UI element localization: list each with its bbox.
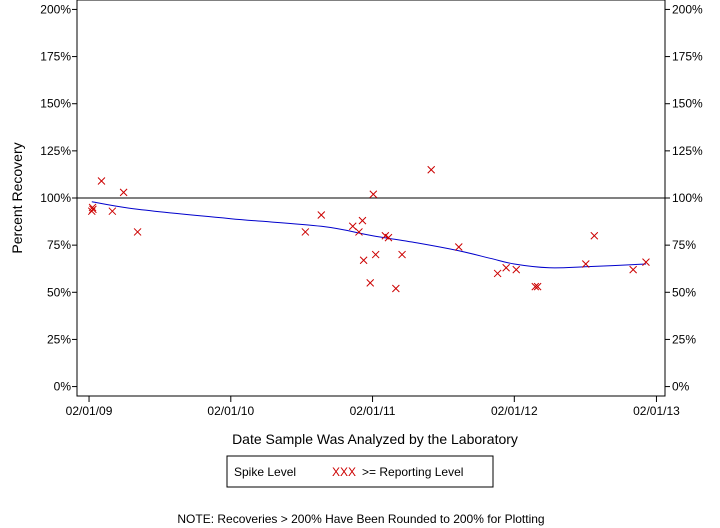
data-point (355, 228, 363, 236)
y-axis-left: 0% 25% 50% 75% 100% 125% 150% 175% 200% (40, 2, 77, 394)
y-tick-label-right: 125% (672, 144, 703, 158)
y-tick-label: 175% (40, 50, 71, 64)
y-tick-label-right: 150% (672, 97, 703, 111)
data-point (454, 243, 463, 251)
data-point-stroke (301, 228, 310, 236)
data-point (366, 279, 375, 287)
data-point (97, 177, 106, 185)
data-point (581, 260, 590, 268)
data-point-stroke (533, 282, 542, 291)
data-point-stroke (97, 177, 106, 185)
legend: Spike Level XXX >= Reporting Level (226, 455, 494, 488)
data-point (392, 284, 400, 293)
note-text: NOTE: Recoveries > 200% Have Been Rounde… (177, 512, 544, 526)
x-axis: 02/01/09 02/01/10 02/01/11 02/01/12 02/01/13 (66, 396, 680, 418)
data-point-stroke (512, 265, 521, 274)
x-tick-label: 02/01/11 (350, 404, 396, 418)
data-point (493, 269, 502, 278)
data-point-stroke (358, 216, 367, 225)
data-point-stroke (590, 231, 599, 240)
data-point-stroke (454, 243, 463, 251)
data-point (348, 222, 357, 231)
data-point (533, 282, 542, 291)
data-point-stroke (381, 231, 390, 240)
data-point-stroke (355, 228, 363, 236)
data-point-stroke (531, 282, 540, 291)
y-tick-label: 150% (40, 97, 71, 111)
data-point-stroke (392, 284, 400, 293)
y-tick-label-right: 0% (672, 380, 690, 394)
data-point-stroke (371, 250, 380, 259)
data-point-stroke (384, 233, 393, 242)
y-tick-label-right: 175% (672, 50, 703, 64)
legend-spike-level: Spike Level (234, 465, 296, 479)
data-point-stroke (359, 256, 368, 265)
data-point-stroke (133, 228, 142, 236)
data-point (317, 211, 326, 219)
data-point-stroke (108, 207, 117, 216)
legend-marker-xxx: XXX (332, 465, 356, 479)
data-point (358, 216, 367, 225)
y-tick-label-right: 25% (672, 332, 696, 346)
data-point (531, 282, 540, 291)
data-point (301, 228, 310, 236)
data-point-stroke (88, 203, 97, 212)
data-point-stroke (502, 263, 511, 272)
y-tick-label: 0% (54, 380, 72, 394)
data-point-stroke (369, 190, 378, 199)
data-point (369, 190, 378, 199)
data-point (119, 188, 128, 197)
data-point-stroke (119, 188, 128, 197)
data-point-stroke (581, 260, 590, 268)
legend-box (226, 455, 494, 488)
data-point (371, 250, 380, 259)
y-tick-label-right: 50% (672, 285, 696, 299)
y-axis-right: 0% 25% 50% 75% 100% 125% 150% 175% 200% (665, 2, 703, 394)
data-point (629, 265, 638, 274)
legend-reporting-level: >= Reporting Level (362, 465, 463, 479)
data-point (133, 228, 142, 236)
data-point (384, 233, 393, 242)
data-point (512, 265, 521, 274)
data-point (590, 231, 599, 240)
x-tick-label: 02/01/13 (633, 404, 680, 418)
data-point-stroke (317, 211, 326, 219)
data-point (359, 256, 368, 265)
data-point (427, 165, 436, 174)
x-axis-title: Date Sample Was Analyzed by the Laborato… (232, 431, 518, 447)
data-point-stroke (629, 265, 638, 274)
x-tick-label: 02/01/09 (66, 404, 113, 418)
data-points (87, 165, 650, 293)
data-point (642, 258, 650, 266)
data-point (398, 250, 406, 259)
data-point-stroke (89, 205, 97, 214)
data-point (88, 203, 97, 212)
data-point (502, 263, 511, 272)
data-point-stroke (366, 279, 375, 287)
y-tick-label: 75% (47, 238, 71, 252)
y-tick-label: 100% (40, 191, 71, 205)
y-tick-label: 125% (40, 144, 71, 158)
y-tick-label: 25% (47, 332, 71, 346)
x-tick-label: 02/01/12 (491, 404, 538, 418)
x-tick-label: 02/01/10 (207, 404, 254, 418)
data-point-stroke (642, 258, 650, 266)
y-tick-label-right: 75% (672, 238, 696, 252)
y-tick-label-right: 100% (672, 191, 703, 205)
data-point-stroke (348, 222, 357, 231)
y-tick-label: 200% (40, 2, 71, 16)
y-tick-label-right: 200% (672, 2, 703, 16)
trend-line (91, 201, 647, 269)
data-point (108, 207, 117, 216)
data-point-stroke (398, 250, 406, 259)
data-point (89, 205, 97, 214)
data-point-stroke (427, 165, 436, 174)
y-tick-label: 50% (47, 285, 71, 299)
data-point-stroke (493, 269, 502, 278)
y-axis-title: Percent Recovery (9, 142, 25, 253)
